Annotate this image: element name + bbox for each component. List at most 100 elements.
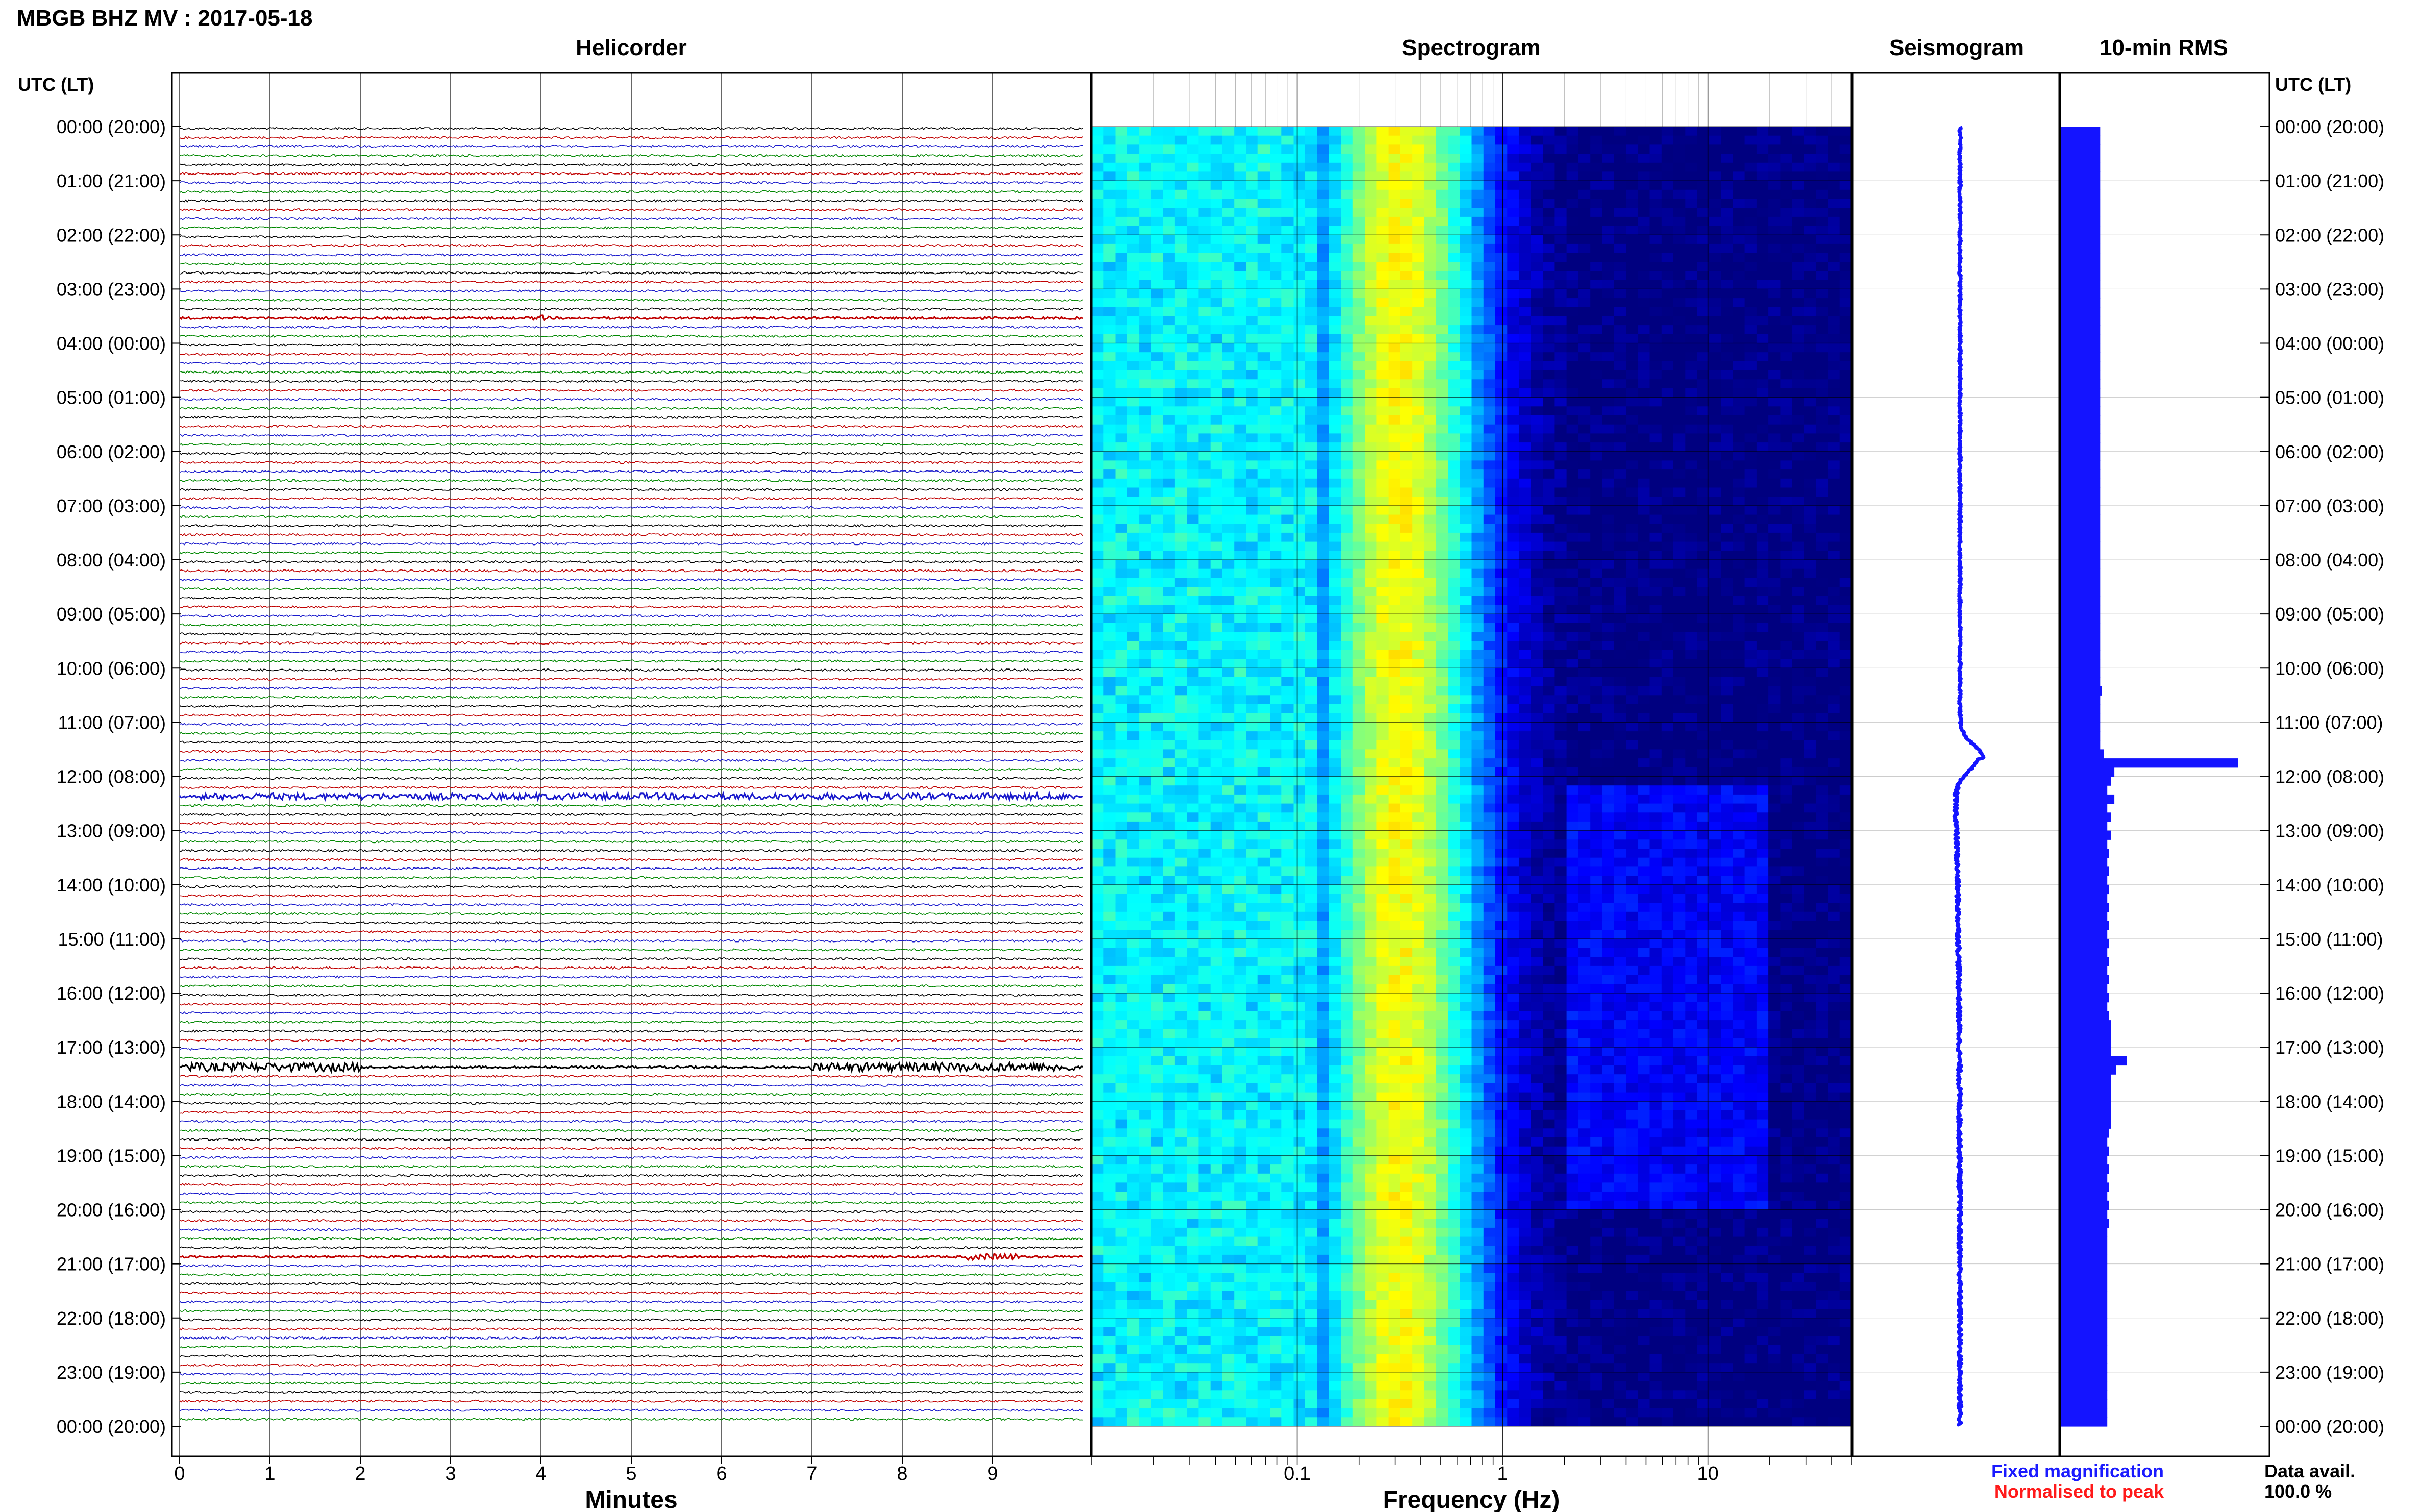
helicorder-trace [179,1381,1083,1385]
spectrogram-cell [1246,235,1258,244]
spectrogram-cell [1187,352,1199,362]
spectrogram-cell [1305,849,1318,858]
spectrogram-cell [1257,1254,1270,1265]
spectrogram-cell [1092,560,1104,569]
spectrogram-cell [1460,1399,1472,1409]
spectrogram-cell [1460,271,1472,281]
spectrogram-cell [1281,1092,1294,1102]
spectrogram-cell [1092,541,1104,552]
spectrogram-cell [1436,776,1448,786]
spectrogram-cell [1400,1128,1413,1138]
spectrogram-cell [1388,162,1401,172]
spectrogram-cell [1365,144,1377,154]
spectrogram-cell [1329,271,1342,281]
spectrogram-cell [1305,587,1318,597]
spectrogram-cell [1210,1336,1223,1346]
spectrogram-cell [1222,1309,1235,1319]
spectrogram-cell [1210,749,1223,759]
spectrogram-cell [1365,1227,1377,1237]
spectrogram-cell [1376,1011,1389,1021]
spectrogram-cell [1281,253,1294,263]
spectrogram-cell [1281,334,1294,344]
spectrogram-cell [1115,1327,1128,1336]
spectrogram-cell [1198,839,1211,849]
spectrogram-cell [1483,433,1496,443]
spectrogram-cell [1139,930,1152,939]
spectrogram-cell [1412,758,1425,768]
helicorder-trace [179,984,1083,988]
spectrogram-cell [1352,812,1365,822]
spectrogram-cell [1222,460,1235,470]
spectrogram-cell [1281,478,1294,488]
spectrogram-cell [1151,713,1164,723]
spectrogram-cell [1460,397,1472,407]
spectrogram-cell [1460,1092,1472,1102]
spectrogram-cell [1210,830,1223,840]
spectrogram-cell [1424,1390,1437,1400]
spectrogram-cell [1293,1399,1306,1409]
spectrogram-cell [1448,957,1461,966]
spectrogram-cell [1412,668,1425,678]
spectrogram-cell [1388,623,1401,633]
spectrogram-cell [1103,722,1116,732]
spectrogram-cell [1317,243,1330,254]
spectrogram-cell [1460,1083,1472,1093]
spectrogram-cell [1187,632,1199,641]
spectrogram-cell [1163,487,1175,497]
spectrogram-cell [1305,930,1318,939]
spectrogram-cell [1293,884,1306,895]
spectrogram-cell [1187,686,1199,696]
spectrogram-cell [1222,216,1235,227]
spectrogram-cell [1222,849,1235,858]
spectrogram-cell [1388,1137,1401,1147]
spectrogram-cell [1115,794,1128,804]
spectrogram-cell [1115,1372,1128,1382]
spectrogram-cell [1460,316,1472,326]
spectrogram-cell [1234,1020,1247,1030]
spectrogram-cell [1471,975,1484,985]
spectrogram-cell [1388,144,1401,154]
spectrogram-cell [1210,930,1223,939]
spectrogram-cell [1424,127,1437,136]
spectrogram-cell [1163,930,1175,939]
spectrogram-cell [1365,1192,1377,1201]
spectrogram-cell [1317,1192,1330,1201]
spectrogram-cell [1388,262,1401,271]
helicorder-trace [179,704,1083,708]
spectrogram-cell [1460,280,1472,290]
spectrogram-cell [1174,568,1187,579]
spectrogram-cell [1365,135,1377,145]
spectrogram-cell [1448,921,1461,930]
spectrogram-cell [1365,1327,1377,1336]
spectrogram-cell [1483,424,1496,434]
spectrogram-cell [1329,605,1342,614]
spectrogram-cell [1210,316,1223,326]
spectrogram-cell [1341,1246,1353,1255]
spectrogram-cell [1293,1236,1306,1247]
spectrogram-cell [1365,199,1377,208]
spectrogram-cell [1305,1119,1318,1129]
spectrogram-cell [1329,1372,1342,1382]
spectrogram-cell [1376,1092,1389,1102]
spectrogram-cell [1388,884,1401,895]
spectrogram-cell [1257,216,1270,227]
spectrogram-cell [1187,460,1199,470]
spectrogram-cell [1400,1192,1413,1201]
spectrogram-cell [1115,406,1128,416]
spectrogram-cell [1246,605,1258,614]
spectrogram-cell [1174,849,1187,858]
spectrogram-cell [1448,632,1461,641]
spectrogram-cell [1187,1254,1199,1265]
spectrogram-cell [1317,560,1330,569]
spectrogram-cell [1424,1236,1437,1247]
spectrogram-cell [1352,271,1365,281]
spectrogram-cell [1471,903,1484,912]
spectrogram-cell [1352,749,1365,759]
spectrogram-cell [1174,794,1187,804]
spectrogram-cell [1365,839,1377,849]
spectrogram-cell [1424,1047,1437,1057]
spectrogram-cell [1139,568,1152,579]
spectrogram-cell [1127,541,1140,552]
spectrogram-cell [1210,911,1223,922]
spectrogram-cell [1092,1038,1104,1048]
